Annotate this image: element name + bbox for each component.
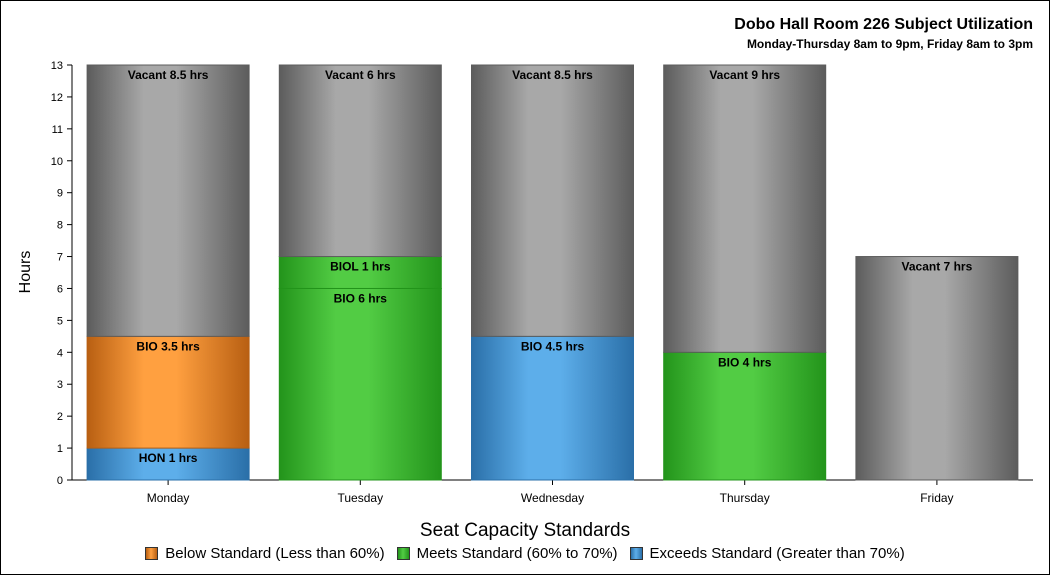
x-tick-label: Tuesday (338, 491, 384, 505)
chart-title: Dobo Hall Room 226 Subject Utilization (734, 16, 1033, 33)
bar-segment (663, 64, 827, 353)
legend-label: Exceeds Standard (Greater than 70%) (649, 544, 905, 562)
bar-data-label: BIO 3.5 hrs (136, 339, 200, 353)
legend-item: Exceeds Standard (Greater than 70%) (629, 544, 905, 562)
legend-swatch (629, 546, 643, 560)
legend: Below Standard (Less than 60%) Meets Stan… (0, 543, 1050, 563)
y-tick-label: 3 (57, 379, 63, 391)
bar-segment (471, 335, 634, 481)
bar-data-label: BIO 4 hrs (718, 355, 772, 369)
y-tick-label: 13 (51, 60, 63, 72)
bar-data-label: HON 1 hrs (139, 451, 198, 465)
x-tick-label: Friday (920, 491, 953, 505)
x-tick-label: Wednesday (521, 491, 584, 505)
legend-label: Below Standard (Less than 60%) (165, 544, 385, 562)
y-tick-label: 1 (57, 443, 63, 455)
y-tick-label: 0 (57, 475, 63, 487)
y-tick-label: 8 (57, 220, 63, 232)
x-tick-label: Monday (147, 491, 190, 505)
y-tick-label: 6 (57, 283, 63, 295)
bar-segment (86, 447, 250, 481)
bar-segment (278, 287, 442, 481)
legend-swatch (145, 546, 159, 560)
bar-data-label: Vacant 8.5 hrs (512, 68, 593, 82)
y-tick-label: 12 (51, 92, 63, 104)
bar-data-label: Vacant 7 hrs (902, 260, 973, 274)
bar-segment (278, 256, 442, 289)
legend-label: Meets Standard (60% to 70%) (416, 544, 618, 562)
legend-item: Below Standard (Less than 60%) (145, 544, 385, 562)
legend-swatch (396, 546, 410, 560)
y-axis-label: Hours (17, 251, 34, 294)
x-tick-label: Thursday (720, 491, 770, 505)
bar-data-label: Vacant 9 hrs (709, 68, 780, 82)
y-tick-label: 7 (57, 252, 63, 264)
bar-segment (663, 351, 827, 481)
y-tick-label: 11 (52, 124, 63, 136)
chart-subtitle: Monday-Thursday 8am to 9pm, Friday 8am t… (747, 37, 1033, 51)
bar-data-label: BIO 6 hrs (334, 291, 388, 305)
y-tick-label: 4 (57, 347, 63, 359)
bar-data-label: Vacant 8.5 hrs (128, 68, 209, 82)
y-tick-label: 10 (51, 156, 63, 168)
y-tick-label: 9 (57, 188, 63, 200)
bar-segment (278, 64, 442, 258)
bar-data-label: BIOL 1 hrs (330, 260, 391, 274)
y-tick-label: 2 (57, 411, 63, 423)
bar-segment (855, 256, 1019, 481)
bar-data-label: BIO 4.5 hrs (521, 339, 585, 353)
legend-title: Seat Capacity Standards (419, 520, 631, 541)
bar-segment (471, 64, 634, 337)
y-tick-label: 5 (57, 315, 63, 327)
legend-item: Meets Standard (60% to 70%) (396, 544, 618, 562)
bar-segment (86, 335, 250, 449)
bar-data-label: Vacant 6 hrs (325, 68, 396, 82)
bar-segment (86, 64, 250, 337)
